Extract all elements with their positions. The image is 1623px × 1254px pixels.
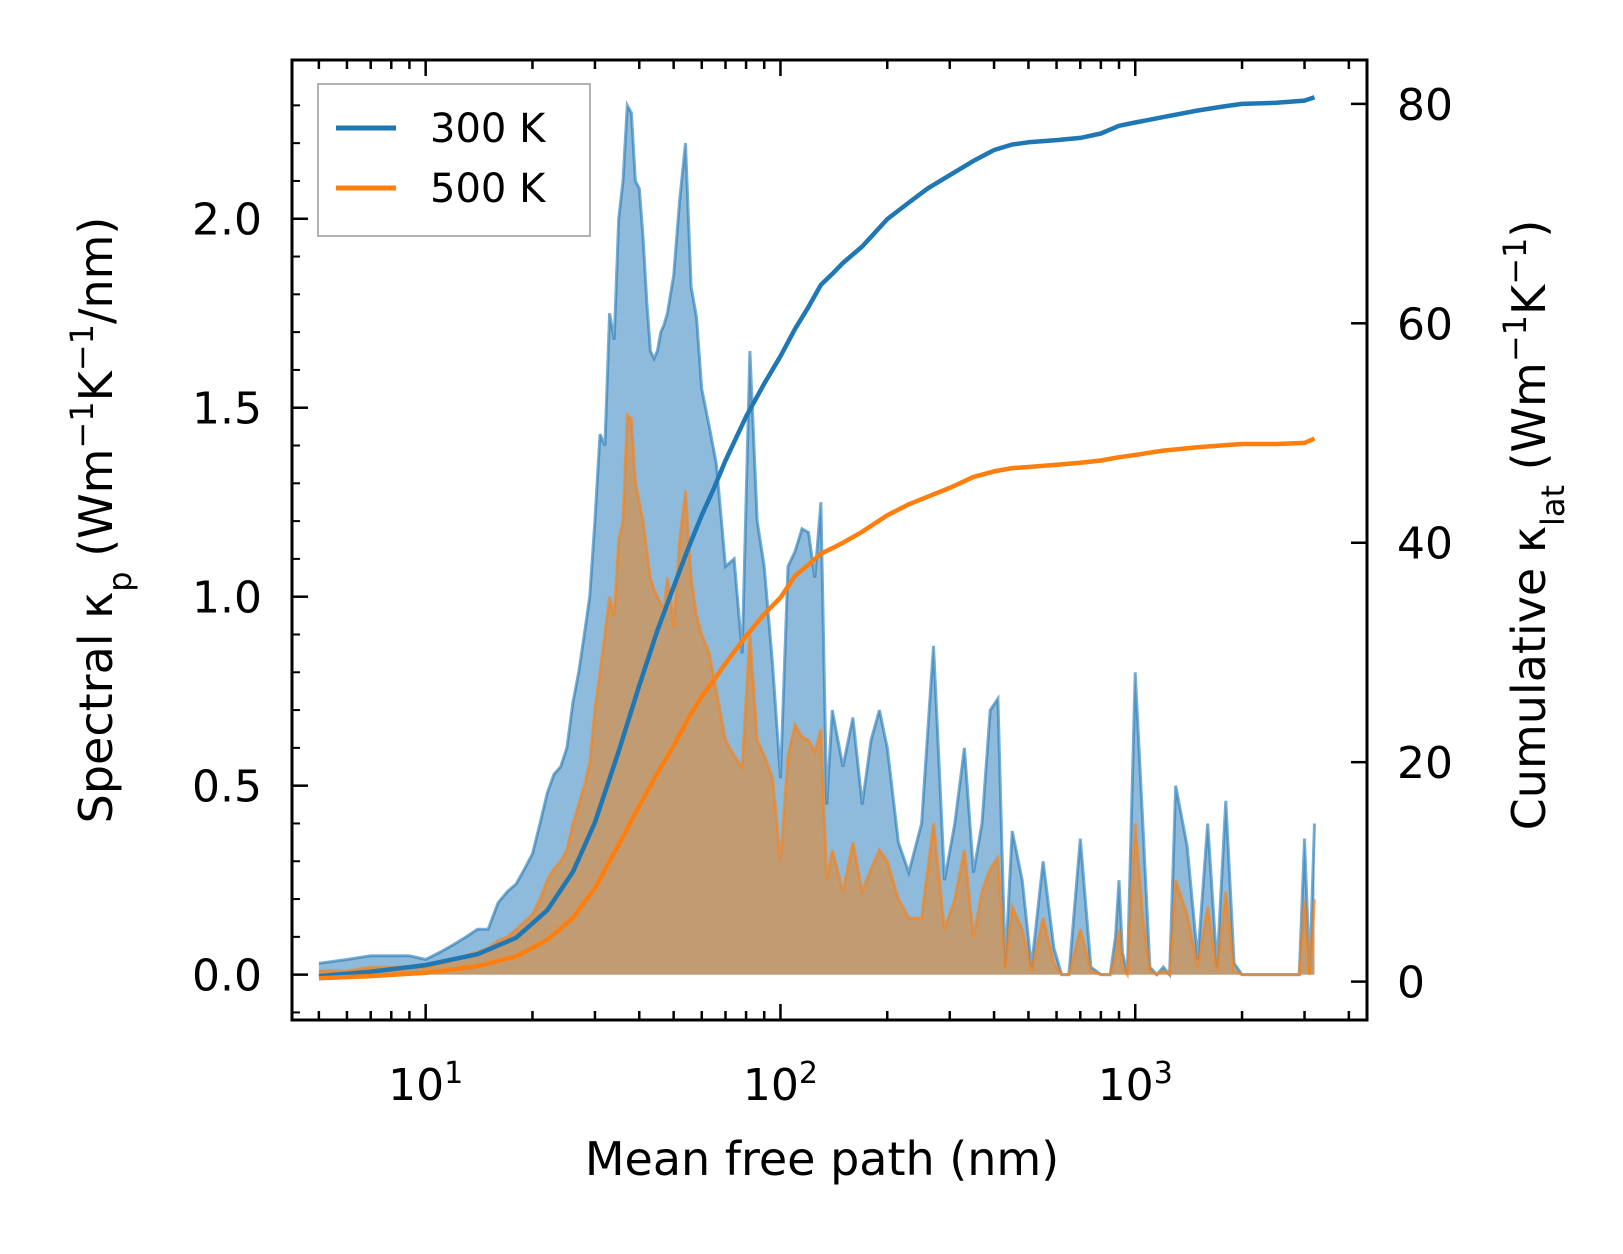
y-right-tick-label-1: 20 xyxy=(1397,738,1453,789)
spectral-fills xyxy=(318,100,1316,980)
cumulative-line-500k xyxy=(318,436,1316,981)
x-tick-labels: 101 102 103 xyxy=(388,1056,1173,1112)
cumulative-line-300k xyxy=(318,95,1316,979)
x-tick-label-0: 101 xyxy=(388,1056,463,1112)
spectral-line-500k xyxy=(318,411,1316,980)
legend: 300 K 500 K xyxy=(317,83,591,237)
spectral-line-300k xyxy=(318,100,1316,979)
y-right-tick-label-0: 0 xyxy=(1397,958,1425,1009)
spectral-area-300k xyxy=(318,105,1315,975)
y-left-tick-label-2: 1.0 xyxy=(192,573,262,624)
y-left-tick-label-0: 0.0 xyxy=(192,951,262,1002)
y-right-tick-label-3: 60 xyxy=(1397,299,1453,350)
x-tick-label-2: 103 xyxy=(1098,1056,1173,1112)
x-axis-label: Mean free path (nm) xyxy=(585,1132,1059,1186)
y-left-tick-label-3: 1.5 xyxy=(192,384,262,435)
plot-frame xyxy=(290,58,1369,1022)
x-tick-label-1: 102 xyxy=(743,1056,818,1112)
legend-label-500k: 500 K xyxy=(430,166,547,212)
y-left-tick-label-1: 0.5 xyxy=(192,762,262,813)
legend-box xyxy=(317,83,591,237)
y-right-tick-labels: 0 20 40 60 80 xyxy=(1397,80,1453,1009)
y-left-tick-label-4: 2.0 xyxy=(192,195,262,246)
series-lines xyxy=(318,95,1316,981)
y-left-axis-label: Spectral κp (Wm−1K−1/nm) xyxy=(63,217,139,824)
legend-label-300k: 300 K xyxy=(430,106,547,152)
y-right-axis-label: Cumulative κlat (Wm−1K−1) xyxy=(1496,220,1572,831)
spectral-area-500k xyxy=(318,415,1315,975)
y-left-tick-labels: 0.0 0.5 1.0 1.5 2.0 xyxy=(192,195,262,1002)
y-right-tick-label-4: 80 xyxy=(1397,80,1453,131)
y-right-tick-label-2: 40 xyxy=(1397,519,1453,570)
